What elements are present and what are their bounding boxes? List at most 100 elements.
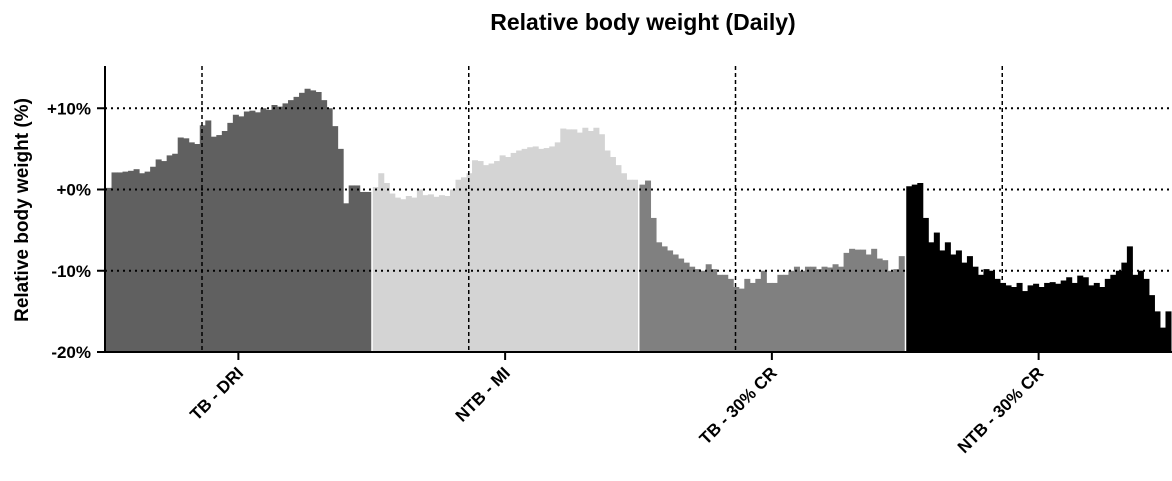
bar [1154,311,1161,352]
bar [516,150,523,352]
bar [1082,277,1089,352]
bar [1038,287,1045,352]
x-tick-label: NTB - 30% CR [954,363,1048,457]
bar [177,137,184,352]
bar [144,171,151,352]
bar [950,254,957,352]
bar [711,269,718,352]
bar [1022,291,1029,352]
bar [799,270,806,352]
bar [804,266,811,352]
bar [150,166,157,352]
bar [549,146,556,352]
bar [906,186,913,352]
bar [760,270,767,352]
bar [766,282,773,352]
bar [444,196,451,352]
bar [793,266,800,352]
bar [117,172,124,352]
bar [620,173,627,352]
bar [405,196,412,352]
bar [887,270,894,352]
bar [667,250,674,352]
bar [571,129,578,352]
bar [133,169,140,352]
bar [955,250,962,352]
bar [1066,277,1073,352]
bar [449,189,456,352]
bar [232,114,239,352]
bar [128,170,135,352]
bar [1055,283,1062,352]
bar [1132,274,1139,352]
bar [645,180,652,352]
bar [1000,282,1007,352]
bar [810,266,817,352]
bar [972,266,979,352]
bar [716,274,723,352]
bar [543,148,550,352]
bar [882,260,889,352]
bar [372,187,379,352]
bar [771,282,778,352]
bar [337,148,344,352]
bar [838,266,845,352]
bar [265,109,272,352]
chart-title: Relative body weight (Daily) [490,9,795,35]
bar [744,278,751,352]
bar [194,144,201,352]
bar [1060,280,1067,352]
bar [477,161,484,352]
bar [276,106,283,352]
bar [722,274,729,352]
bar [216,135,223,352]
x-tick-label: TB - 30% CR [696,363,781,448]
bar [510,152,517,352]
bar [816,269,823,352]
bar [598,134,605,352]
bar [922,217,929,352]
bar [871,248,878,352]
bar [183,138,190,352]
bar [966,256,973,352]
bar [694,269,701,352]
bar [1016,282,1023,352]
bar [532,146,539,352]
bar [821,266,828,352]
bar [843,252,850,352]
bar [1143,278,1150,352]
bar [911,184,918,352]
bar [400,199,407,352]
bar [238,116,245,352]
bar [639,184,646,352]
bar [210,136,217,352]
bar [604,150,611,352]
bar [288,100,295,352]
bar [593,127,600,352]
bar [1088,285,1095,352]
bar [939,250,946,352]
bar [332,126,339,352]
bar [205,120,212,352]
bar [354,185,361,352]
bar [928,242,935,352]
bar [733,287,740,352]
bar [427,194,434,352]
bar [1044,282,1051,352]
bar [394,197,401,352]
bar [656,242,663,352]
bar [1027,285,1034,352]
bar [249,110,256,352]
bar [1137,270,1144,352]
bar [155,159,162,352]
bar [1165,311,1172,352]
x-tick-label: TB - DRI [186,363,247,424]
bar [893,269,900,352]
bar [961,262,968,352]
bar [689,266,696,352]
bar [782,274,789,352]
bar [499,155,506,352]
y-tick-label: -10% [51,262,91,281]
bar [1099,287,1106,352]
bar [917,183,924,352]
